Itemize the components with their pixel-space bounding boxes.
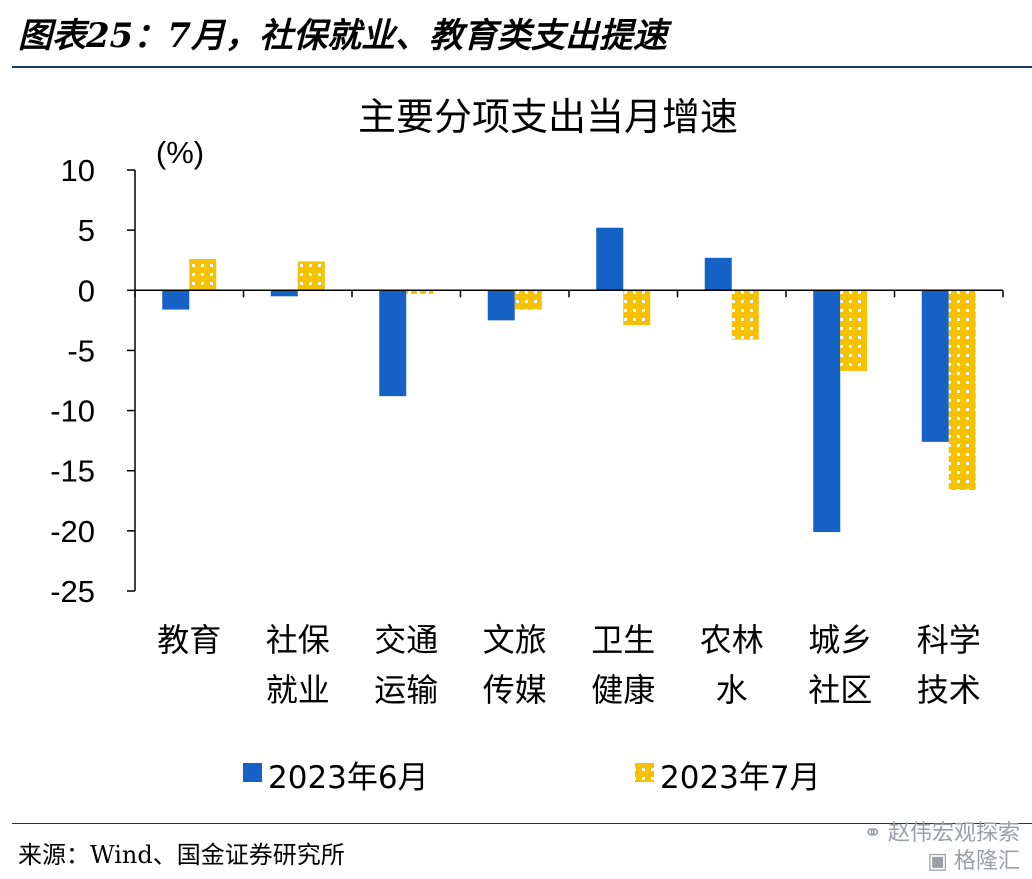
bar-2: [840, 290, 868, 371]
category-label: 交通: [374, 621, 438, 659]
category-label: 社区: [808, 671, 872, 709]
y-tick-label: -25: [50, 574, 95, 609]
category-label: 教育: [157, 621, 221, 659]
watermark: ⚭ 赵伟宏观探索 ▣ 格隆汇: [864, 820, 1020, 876]
bar-2: [189, 259, 217, 291]
category-label: 科学: [917, 621, 981, 659]
y-tick-label: -15: [50, 454, 95, 489]
category-label: 农林: [700, 621, 764, 659]
source-rule: [12, 823, 1032, 824]
bar-2: [406, 290, 434, 294]
category-label: 运输: [374, 671, 438, 709]
source-note: 来源：Wind、国金证券研究所: [18, 841, 345, 869]
y-tick-label: -10: [50, 394, 95, 429]
category-label: 社保: [266, 621, 330, 659]
watermark-account: 赵伟宏观探索: [887, 821, 1020, 846]
y-tick-label: 10: [61, 153, 95, 188]
category-label: 传媒: [483, 671, 547, 709]
bar-1: [487, 290, 515, 321]
y-tick-label: 0: [78, 273, 95, 308]
legend: 2023年6月 2023年7月: [243, 760, 821, 796]
bar-1: [921, 290, 949, 442]
y-axis-unit: (%): [156, 135, 204, 170]
chat-icon: ⚭: [863, 821, 882, 846]
bar-2: [948, 290, 976, 490]
legend-label: 2023年6月: [268, 760, 429, 796]
legend-swatch: [243, 763, 262, 782]
bar-1: [596, 227, 624, 291]
y-tick-label: -5: [67, 333, 95, 368]
category-label: 健康: [591, 671, 655, 709]
legend-label: 2023年7月: [660, 760, 821, 796]
figure-title: 图表25：7月，社保就业、教育类支出提速: [18, 16, 667, 56]
bar-1: [379, 290, 407, 397]
chart-title: 主要分项支出当月增速: [358, 95, 738, 139]
bar-1: [813, 290, 841, 533]
category-label: 卫生: [591, 621, 655, 659]
bar-1: [162, 290, 190, 310]
y-tick-label: 5: [78, 213, 95, 248]
bar-2: [623, 290, 651, 326]
bar-2: [514, 290, 542, 310]
legend-swatch: [635, 763, 654, 782]
bar-2: [731, 290, 759, 340]
category-label: 就业: [266, 671, 330, 709]
category-label: 城乡: [808, 621, 872, 659]
logo-icon: ▣: [927, 849, 948, 874]
bar-1: [270, 290, 298, 297]
title-rule: [12, 66, 1032, 68]
bar-1: [704, 257, 732, 291]
category-label: 文旅: [483, 621, 547, 659]
category-label: 技术: [917, 671, 981, 709]
bar-2: [297, 261, 325, 291]
watermark-site: 格隆汇: [953, 849, 1020, 874]
y-tick-label: -20: [50, 514, 95, 549]
category-label: 水: [716, 671, 748, 709]
